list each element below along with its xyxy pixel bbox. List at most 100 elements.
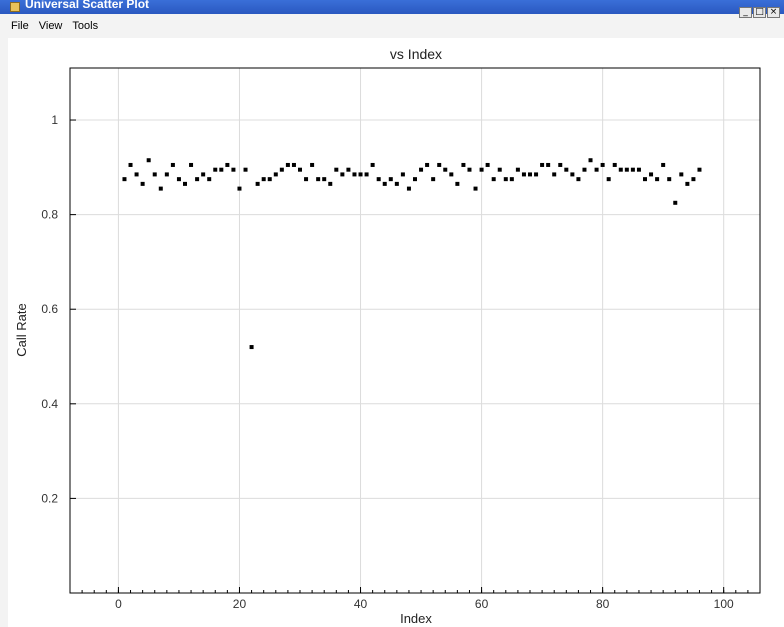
y-tick-label: 1 (51, 113, 58, 127)
data-point (291, 162, 296, 167)
y-tick-label: 0.4 (41, 397, 58, 411)
axis-ticks: 0 20 40 60 80 100 0.2 0.4 0.6 0.8 1 (41, 113, 761, 611)
data-point (534, 172, 539, 177)
x-tick-label: 40 (354, 597, 368, 611)
app-icon (10, 2, 20, 12)
x-tick-label: 100 (714, 597, 734, 611)
data-point (285, 162, 290, 167)
y-tick-label: 0.2 (41, 491, 58, 505)
data-point (176, 177, 181, 182)
data-point (564, 167, 569, 172)
data-point (618, 167, 623, 172)
data-point (170, 162, 175, 167)
data-point (134, 172, 139, 177)
x-tick-label: 80 (596, 597, 610, 611)
data-point (691, 177, 696, 182)
data-point (655, 177, 660, 182)
y-tick-label: 0.8 (41, 208, 58, 222)
menu-view[interactable]: View (38, 20, 63, 32)
grid (70, 68, 760, 593)
data-point (612, 162, 617, 167)
data-point (485, 162, 490, 167)
data-point (213, 167, 218, 172)
data-point (588, 158, 593, 163)
data-point (515, 167, 520, 172)
data-point (195, 177, 200, 182)
data-point (261, 177, 266, 182)
data-point (273, 172, 278, 177)
data-point (183, 181, 187, 186)
data-point (255, 181, 260, 186)
data-point (358, 172, 363, 177)
data-point (685, 181, 690, 186)
minimize-icon[interactable]: _ (739, 7, 752, 18)
data-point (479, 167, 484, 172)
maximize-icon[interactable]: □ (753, 7, 766, 18)
data-point (528, 172, 532, 177)
data-point (649, 172, 654, 177)
data-point (521, 172, 526, 177)
data-point (352, 172, 357, 177)
data-point (219, 167, 224, 172)
data-point (437, 162, 442, 167)
data-point (582, 167, 587, 172)
data-point (546, 162, 551, 167)
data-point (455, 181, 460, 186)
data-point (467, 167, 472, 172)
x-axis-title: Index (400, 611, 432, 626)
data-point (679, 172, 684, 177)
data-point (249, 345, 254, 350)
data-point (370, 162, 375, 167)
scatter-chart: 0 20 40 60 80 100 0.2 0.4 0.6 0.8 1 vs Index Index… (14, 46, 761, 626)
data-point (279, 167, 284, 172)
data-point (636, 167, 641, 172)
plot-canvas[interactable]: 0 20 40 60 80 100 0.2 0.4 0.6 0.8 1 vs Index Index… (8, 38, 784, 627)
data-point (298, 167, 302, 172)
data-point (364, 172, 369, 177)
data-point (624, 167, 629, 172)
data-point (189, 162, 194, 167)
plot-frame (69, 67, 761, 594)
data-point (443, 167, 448, 172)
data-point (491, 177, 496, 182)
data-point (425, 162, 430, 167)
data-point (322, 177, 327, 182)
data-point (509, 177, 514, 182)
data-point (376, 177, 381, 182)
data-point (419, 167, 424, 172)
x-tick-label: 20 (233, 597, 247, 611)
data-point (394, 181, 399, 186)
data-point (243, 167, 248, 172)
data-point (225, 162, 230, 167)
window-titlebar[interactable]: Universal Scatter Plot _ □ × (0, 0, 784, 18)
data-point (667, 177, 672, 182)
data-point (346, 167, 351, 172)
chart-title: vs Index (390, 46, 442, 62)
data-point (310, 162, 315, 167)
menu-tools[interactable]: Tools (72, 20, 99, 32)
data-point (152, 172, 157, 177)
data-point (128, 162, 133, 167)
data-point (461, 162, 466, 167)
data-point (600, 162, 605, 167)
menu-file[interactable]: File (11, 20, 29, 32)
data-point (473, 186, 478, 191)
data-point (140, 181, 145, 186)
data-point (328, 181, 333, 186)
data-point (158, 186, 163, 191)
data-point (558, 162, 563, 167)
x-tick-label: 60 (475, 597, 489, 611)
menu-bar: File View Tools (0, 18, 784, 36)
data-point (164, 172, 169, 177)
x-tick-label: 0 (115, 597, 122, 611)
data-point (316, 177, 321, 182)
data-point (431, 177, 436, 182)
data-point (267, 177, 272, 182)
data-point (576, 177, 581, 182)
data-point (661, 162, 666, 167)
window-controls: _ □ × (738, 1, 780, 19)
data-point (340, 172, 345, 177)
data-point (503, 177, 508, 182)
data-point (413, 177, 417, 182)
close-icon[interactable]: × (767, 7, 780, 18)
